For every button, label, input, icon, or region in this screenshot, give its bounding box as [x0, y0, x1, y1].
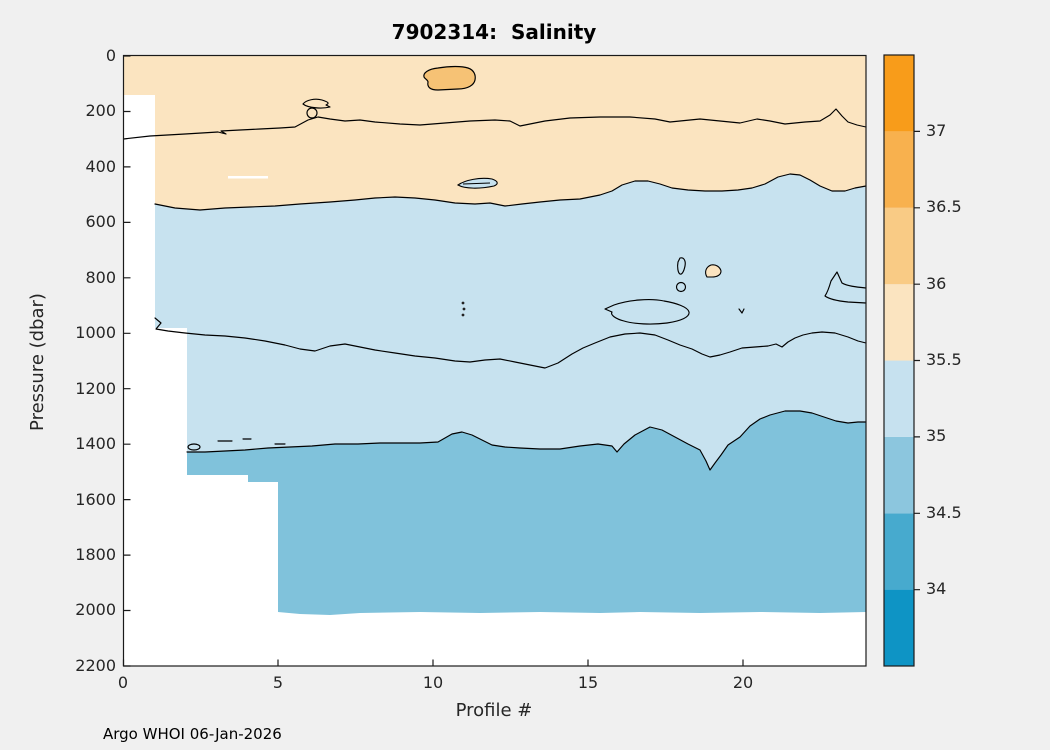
contour-line-35-25	[154, 317, 867, 369]
y-tick-label: 1600	[75, 490, 116, 509]
right-edge-loop	[824, 271, 867, 304]
small-loop	[675, 281, 687, 293]
colorbar-seg-4	[884, 284, 914, 361]
y-tick-label: 800	[85, 268, 116, 287]
contour-fill-bands	[123, 56, 866, 615]
loop-above-35-75	[302, 98, 331, 109]
y-axis-label: Pressure (dbar)	[27, 293, 48, 431]
x-ticks	[122, 659, 744, 666]
teardrop-loop	[677, 257, 686, 275]
colorbar	[883, 54, 920, 667]
colorbar-seg-0	[884, 589, 914, 666]
colorbar-seg-1	[884, 513, 914, 590]
colorbar-tick-label: 34	[926, 579, 947, 598]
x-tick-label: 20	[732, 673, 754, 692]
colorbar-ticks	[914, 130, 920, 591]
pocket-36-to-36-5	[423, 65, 476, 91]
x-tick-label: 15	[577, 673, 599, 692]
colorbar-tick-label: 37	[926, 121, 947, 140]
pocket-35-5	[705, 264, 722, 278]
colorbar-tick-label: 36	[926, 274, 947, 293]
colorbar-tick-label: 36.5	[926, 197, 962, 216]
colorbar-seg-3	[884, 360, 914, 437]
x-tick-label: 5	[272, 673, 284, 692]
y-tick-label: 1400	[75, 434, 116, 453]
y-tick-label: 1800	[75, 545, 116, 564]
band-35-5-to-36	[123, 56, 866, 210]
loop-circle-35-75	[306, 107, 318, 119]
contour-line-35-75	[122, 108, 867, 140]
contour-line-35-5	[154, 173, 867, 211]
x-tick-label: 10	[422, 673, 444, 692]
closed-loop-35-25	[604, 299, 690, 325]
dash-loop	[187, 443, 201, 451]
y-tick-label: 1000	[75, 323, 116, 342]
axes-box	[122, 54, 867, 667]
colorbar-seg-6	[884, 131, 914, 208]
y-tick-label: 200	[85, 101, 116, 120]
contour-lines	[122, 98, 867, 471]
y-tick-label: 2000	[75, 600, 116, 619]
y-tick-label: 1200	[75, 379, 116, 398]
y-tick-label: 2200	[75, 656, 116, 675]
plot-title: 7902314: Salinity	[391, 20, 597, 44]
contour-specks	[461, 301, 466, 317]
tiny-check-mark	[738, 308, 745, 314]
x-axis-label: Profile #	[455, 700, 533, 721]
colorbar-tick-label: 35	[926, 426, 947, 445]
band-35-to-35-5	[155, 174, 866, 470]
footer-annotation: Argo WHOI 06-Jan-2026	[103, 725, 282, 743]
y-tick-label: 600	[85, 212, 116, 231]
x-tick-label: 0	[117, 673, 129, 692]
colorbar-seg-7	[884, 55, 914, 132]
band-34-5-to-35	[187, 411, 866, 615]
y-ticks	[123, 55, 131, 667]
colorbar-seg-5	[884, 207, 914, 285]
lens-inner-line	[462, 182, 491, 185]
y-tick-label: 0	[105, 46, 116, 65]
y-tick-label: 400	[85, 157, 116, 176]
contour-line-35-0	[186, 410, 867, 471]
colorbar-tick-label: 34.5	[926, 503, 962, 522]
colorbar-seg-2	[884, 436, 914, 514]
no-data-sliver	[228, 176, 268, 179]
colorbar-tick-label: 35.5	[926, 350, 962, 369]
